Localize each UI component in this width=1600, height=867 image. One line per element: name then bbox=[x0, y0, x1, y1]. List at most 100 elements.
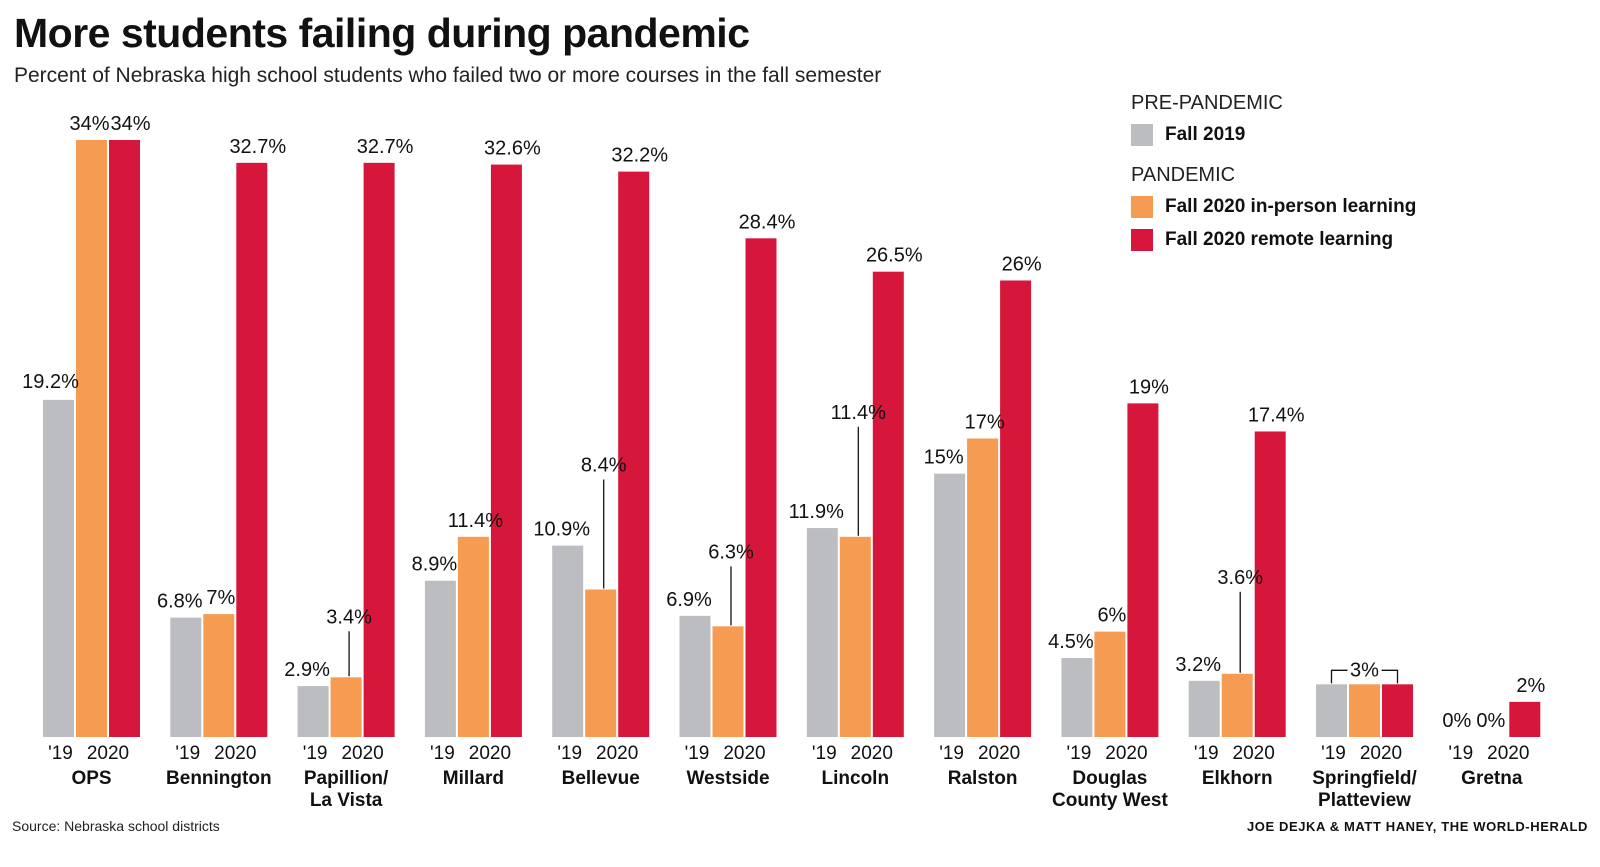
year-label-papillion-la-vista-post: 2020 bbox=[341, 743, 383, 764]
label-springfield-platteview-s1: 3% bbox=[1350, 659, 1379, 681]
label-douglas-county-west-s0: 4.5% bbox=[1048, 631, 1094, 653]
category-label-westside: Westside bbox=[686, 768, 769, 789]
bar-westside-s1 bbox=[712, 626, 744, 737]
year-label-lincoln-post: 2020 bbox=[851, 743, 893, 764]
bar-springfield-platteview-s1 bbox=[1349, 684, 1380, 737]
year-label-bellevue-post: 2020 bbox=[596, 743, 638, 764]
bar-lincoln-s0 bbox=[806, 528, 838, 737]
label-bellevue-s2: 32.2% bbox=[611, 145, 668, 167]
category-label-douglas-county-west-line1: Douglas bbox=[1072, 768, 1147, 789]
bar-bellevue-s1 bbox=[585, 589, 617, 737]
bar-douglas-county-west-s0 bbox=[1061, 657, 1093, 737]
legend-label-fall-2019: Fall 2019 bbox=[1165, 123, 1246, 145]
bar-ops-s2 bbox=[109, 140, 140, 737]
bar-bennington-s1 bbox=[203, 614, 235, 737]
bar-millard-s2 bbox=[490, 164, 522, 738]
year-label-ralston-pre: '19 bbox=[939, 743, 964, 764]
bar-ralston-s1 bbox=[967, 438, 999, 737]
label-bellevue-s1: 8.4% bbox=[581, 455, 627, 477]
bar-lincoln-s2 bbox=[872, 271, 904, 737]
label-gretna-s1: 0% bbox=[1476, 710, 1505, 732]
category-label-springfield-platteview-line1: Springfield/ bbox=[1312, 768, 1417, 789]
year-label-springfield-platteview-pre: '19 bbox=[1321, 743, 1346, 764]
label-westside-s0: 6.9% bbox=[666, 589, 712, 611]
year-label-westside-post: 2020 bbox=[723, 743, 765, 764]
bar-millard-s1 bbox=[457, 536, 489, 737]
label-bennington-s0: 6.8% bbox=[157, 591, 203, 613]
label-lincoln-s0: 11.9% bbox=[789, 501, 844, 523]
year-label-ops-post: 2020 bbox=[87, 743, 129, 764]
year-label-ralston-post: 2020 bbox=[978, 743, 1020, 764]
year-label-douglas-county-west-pre: '19 bbox=[1067, 743, 1092, 764]
bar-bellevue-s0 bbox=[552, 545, 584, 737]
label-ops-s0: 19.2% bbox=[22, 371, 79, 393]
year-label-millard-post: 2020 bbox=[469, 743, 511, 764]
credit-line: JOE DEJKA & MATT HANEY, THE WORLD-HERALD bbox=[1246, 819, 1588, 834]
year-label-elkhorn-post: 2020 bbox=[1233, 743, 1275, 764]
bar-elkhorn-s2 bbox=[1254, 431, 1286, 737]
year-label-gretna-post: 2020 bbox=[1487, 743, 1529, 764]
label-bennington-s1: 7% bbox=[206, 587, 235, 609]
year-label-gretna-pre: '19 bbox=[1448, 743, 1473, 764]
bar-elkhorn-s0 bbox=[1188, 680, 1220, 737]
bar-douglas-county-west-s2 bbox=[1127, 403, 1159, 737]
label-papillion-la-vista-s2: 32.7% bbox=[357, 136, 414, 158]
year-label-millard-pre: '19 bbox=[430, 743, 455, 764]
bar-douglas-county-west-s1 bbox=[1094, 631, 1126, 737]
bar-ralston-s0 bbox=[934, 473, 966, 737]
category-label-ops: OPS bbox=[71, 768, 111, 789]
legend-heading-pre-pandemic: PRE-PANDEMIC bbox=[1131, 92, 1283, 114]
legend-swatch-in-person bbox=[1131, 195, 1153, 218]
label-ralston-s2: 26% bbox=[1002, 253, 1042, 275]
year-label-bennington-post: 2020 bbox=[214, 743, 256, 764]
label-papillion-la-vista-s1: 3.4% bbox=[326, 606, 372, 628]
label-douglas-county-west-s2: 19% bbox=[1129, 376, 1169, 398]
legend-label-in-person: Fall 2020 in-person learning bbox=[1165, 195, 1417, 217]
bar-westside-s2 bbox=[745, 238, 777, 737]
label-ops-s1: 34% bbox=[69, 113, 109, 135]
category-label-millard: Millard bbox=[443, 768, 504, 789]
label-bennington-s2: 32.7% bbox=[229, 136, 286, 158]
year-label-bennington-pre: '19 bbox=[175, 743, 200, 764]
category-label-papillion-la-vista-line2: La Vista bbox=[310, 790, 383, 811]
bracket-springfield-platteview bbox=[1330, 669, 1399, 684]
legend-item-remote: Fall 2020 remote learning bbox=[1131, 223, 1416, 256]
label-gretna-s0: 0% bbox=[1442, 710, 1471, 732]
category-label-lincoln: Lincoln bbox=[822, 768, 890, 789]
year-label-papillion-la-vista-pre: '19 bbox=[303, 743, 328, 764]
category-label-bellevue: Bellevue bbox=[562, 768, 640, 789]
category-label-gretna: Gretna bbox=[1461, 768, 1523, 789]
legend: PRE-PANDEMIC Fall 2019 PANDEMIC Fall 202… bbox=[1131, 92, 1416, 256]
label-elkhorn-s1: 3.6% bbox=[1217, 567, 1263, 589]
label-gretna-s2: 2% bbox=[1516, 675, 1545, 697]
year-label-springfield-platteview-post: 2020 bbox=[1360, 743, 1402, 764]
bar-lincoln-s1 bbox=[839, 536, 871, 737]
source-note: Source: Nebraska school districts bbox=[12, 818, 220, 834]
label-papillion-la-vista-s0: 2.9% bbox=[284, 659, 330, 681]
label-westside-s1: 6.3% bbox=[708, 541, 754, 563]
category-label-springfield-platteview-line2: Platteview bbox=[1318, 790, 1411, 811]
bar-millard-s0 bbox=[424, 580, 456, 737]
bar-elkhorn-s1 bbox=[1221, 673, 1253, 737]
year-label-bellevue-pre: '19 bbox=[557, 743, 582, 764]
label-millard-s0: 8.9% bbox=[412, 554, 458, 576]
year-label-douglas-county-west-post: 2020 bbox=[1105, 743, 1147, 764]
bar-papillion-la-vista-s0 bbox=[297, 686, 329, 737]
year-label-lincoln-pre: '19 bbox=[812, 743, 837, 764]
category-label-elkhorn: Elkhorn bbox=[1202, 768, 1273, 789]
label-ralston-s0: 15% bbox=[924, 447, 964, 469]
chart-title: More students failing during pandemic bbox=[14, 10, 750, 56]
legend-item-in-person: Fall 2020 in-person learning bbox=[1131, 190, 1416, 223]
bar-bellevue-s2 bbox=[618, 171, 650, 737]
label-millard-s1: 11.4% bbox=[448, 510, 503, 532]
bar-bennington-s0 bbox=[170, 617, 202, 737]
bar-westside-s0 bbox=[679, 615, 711, 737]
chart-subtitle: Percent of Nebraska high school students… bbox=[14, 64, 882, 87]
category-label-douglas-county-west-line2: County West bbox=[1052, 790, 1168, 811]
label-elkhorn-s2: 17.4% bbox=[1248, 404, 1305, 426]
category-label-papillion-la-vista-line1: Papillion/ bbox=[304, 768, 389, 789]
bar-papillion-la-vista-s1 bbox=[330, 677, 362, 737]
year-label-ops-pre: '19 bbox=[48, 743, 73, 764]
label-lincoln-s1: 11.4% bbox=[831, 402, 886, 424]
bar-bennington-s2 bbox=[236, 162, 268, 737]
